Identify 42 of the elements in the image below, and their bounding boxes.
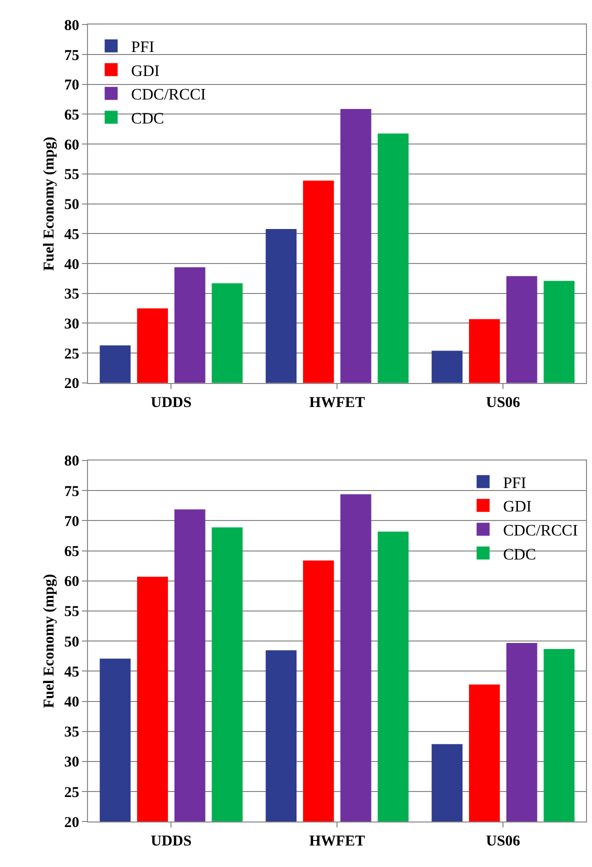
- y-tick-label: 25: [64, 784, 80, 801]
- y-axis-title: Fuel Economy (mpg): [41, 574, 58, 708]
- y-tick-label: 75: [64, 48, 80, 64]
- y-tick-label: 55: [64, 167, 80, 184]
- y-tick-label: 35: [64, 286, 80, 303]
- x-tick-label: US06: [486, 394, 521, 411]
- y-tick-label: 80: [64, 454, 80, 470]
- y-tick-label: 60: [64, 574, 80, 590]
- y-tick-label: 45: [64, 226, 80, 243]
- legend-label: CDC/RCCI: [131, 86, 206, 104]
- legend-label: PFI: [503, 474, 526, 492]
- y-tick-label: 50: [64, 634, 80, 650]
- y-tick-label: 40: [64, 694, 80, 711]
- y-tick-label: 70: [64, 514, 80, 530]
- x-tick-label: HWFET: [309, 834, 366, 850]
- y-tick-label: 30: [64, 316, 80, 332]
- legend-label: CDC: [503, 546, 536, 564]
- y-tick-label: 80: [64, 18, 80, 34]
- x-tick-label: UDDS: [150, 394, 192, 411]
- x-tick-label: HWFET: [309, 394, 366, 411]
- y-tick-label: 55: [64, 604, 80, 620]
- y-tick-label: 75: [64, 484, 80, 500]
- legend-label: CDC/RCCI: [503, 522, 578, 540]
- y-tick-label: 65: [64, 544, 80, 560]
- x-tick-label: US06: [486, 834, 521, 850]
- y-tick-label: 20: [64, 814, 80, 831]
- y-tick-label: 45: [64, 664, 80, 680]
- y-tick-label: 60: [64, 137, 80, 154]
- legend-label: CDC: [131, 110, 164, 128]
- y-axis-title: Fuel Economy (mpg): [41, 136, 58, 271]
- y-tick-label: 40: [64, 256, 80, 273]
- y-tick-label: 30: [64, 754, 80, 771]
- legend-label: PFI: [131, 39, 154, 56]
- x-tick-label: UDDS: [150, 834, 192, 850]
- legend-label: GDI: [503, 498, 532, 516]
- y-tick-label: 65: [64, 107, 80, 124]
- y-tick-label: 20: [64, 376, 80, 392]
- y-tick-label: 50: [64, 197, 80, 214]
- y-tick-label: 70: [64, 78, 80, 94]
- y-tick-label: 25: [64, 346, 80, 362]
- legend-label: GDI: [131, 62, 160, 80]
- y-tick-label: 35: [64, 724, 80, 741]
